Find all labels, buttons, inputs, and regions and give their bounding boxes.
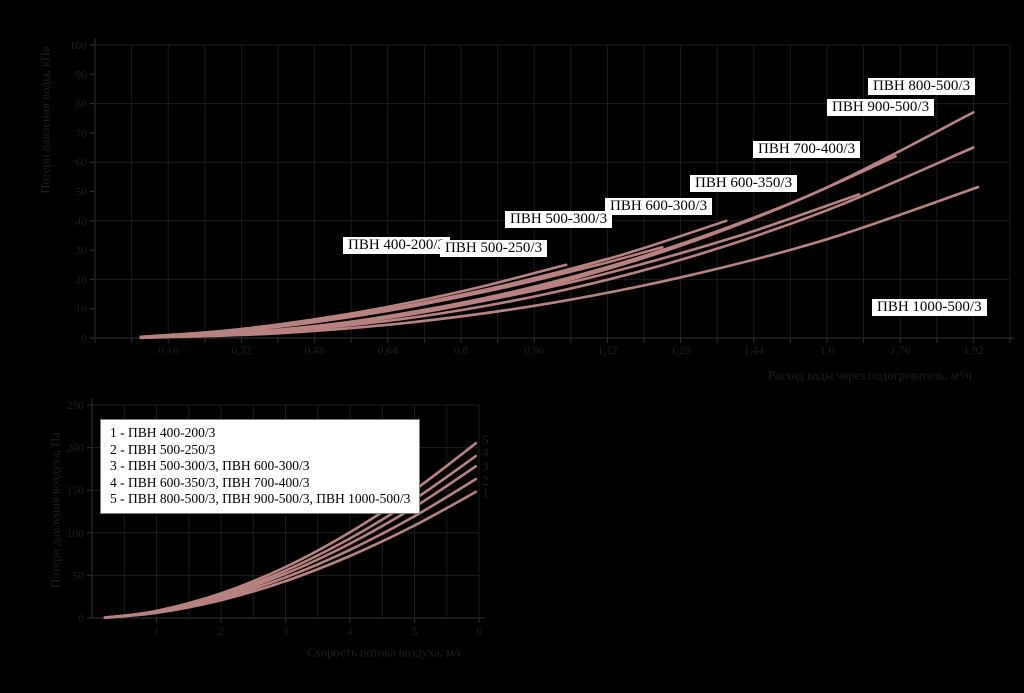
chart2-y-tick-label: 250 <box>67 400 85 412</box>
chart2-curve-number: 2 <box>482 474 488 488</box>
chart1-x-tick-label: 1,28 <box>671 345 691 357</box>
legend-box: 1 - ПВН 400-200/3 2 - ПВН 500-250/3 3 - ПВ… <box>100 419 421 514</box>
chart2-y-tick-label: 150 <box>67 485 85 497</box>
chart2-curve-number: 1 <box>482 487 488 501</box>
chart1-x-tick-label: 0,8 <box>454 345 469 357</box>
chart1-x-tick-label: 0,96 <box>524 345 544 357</box>
chart1-y-tick-label: 0 <box>81 333 87 345</box>
chart1-y-tick-label: 60 <box>76 157 88 169</box>
chart2-y-tick-label: 50 <box>73 570 85 582</box>
chart1-x-tick-label: 1,6 <box>820 345 835 357</box>
legend-row: 2 - ПВН 500-250/3 <box>110 441 216 457</box>
chart1-curve-ПВН 600-300/3 <box>139 219 728 339</box>
chart2-x-tick-label: 4 <box>347 626 353 638</box>
chart2-curve-1 <box>103 490 478 620</box>
chart2-y-axis-label: Потери давления воздуха, Па <box>48 432 63 588</box>
chart1-x-tick-label: 0,32 <box>231 345 251 357</box>
chart1-y-tick-label: 10 <box>76 304 88 316</box>
chart1-y-tick-label: 50 <box>76 187 88 199</box>
chart2-x-tick-label: 3 <box>283 626 289 638</box>
legend-row: 3 - ПВН 500-300/3, ПВН 600-300/3 <box>110 458 310 473</box>
curve-label-box: ПВН 400-200/3 <box>343 237 451 254</box>
curve-label-box: ПВН 500-300/3 <box>505 211 613 228</box>
chart1-y-tick-label: 80 <box>76 99 88 111</box>
chart1-x-tick-label: 1,92 <box>963 345 983 357</box>
chart1-x-tick-label: 0,48 <box>305 345 325 357</box>
curve-label-box: ПВН 700-400/3 <box>753 141 861 158</box>
chart1-y-tick-label: 40 <box>76 216 88 228</box>
chart2-y-tick-label: 0 <box>78 613 84 625</box>
curve-label-box: ПВН 800-500/3 <box>868 78 976 95</box>
chart2-x-tick-label: 2 <box>218 626 224 638</box>
chart1-x-tick-label: 1,76 <box>890 345 910 357</box>
chart1-x-tick-label: 1,44 <box>744 345 764 357</box>
chart2-x-tick-label: 5 <box>412 626 418 638</box>
chart2-y-tick-label: 200 <box>67 443 85 455</box>
chart2-curve-number: 5 <box>482 433 488 447</box>
curve-label-box: ПВН 600-350/3 <box>690 175 798 192</box>
chart2-x-tick-label: 1 <box>154 626 160 638</box>
chart2-curve-number: 4 <box>482 446 489 460</box>
chart1-curve-ПВН 1000-500/3 <box>139 185 980 340</box>
chart1-curve-ПВН 600-350/3 <box>139 193 861 339</box>
curve-label-box: ПВН 900-500/3 <box>827 99 935 116</box>
chart1-y-tick-label: 70 <box>76 128 88 140</box>
chart1-x-tick-label: 1,12 <box>597 345 617 357</box>
chart2-x-tick-label: 6 <box>476 626 482 638</box>
legend-row: 5 - ПВН 800-500/3, ПВН 900-500/3, ПВН 10… <box>110 491 411 506</box>
chart1-y-tick-label: 20 <box>76 274 88 286</box>
legend-row: 4 - ПВН 600-350/3, ПВН 700-400/3 <box>110 474 310 490</box>
chart1-y-tick-label: 90 <box>76 69 88 81</box>
chart1-y-axis-label: Потери давления воды, кПа <box>38 46 53 194</box>
chart2-x-axis-label: Скорость потока воздуха, м/с <box>307 645 463 660</box>
curve-label-box: ПВН 600-300/3 <box>605 198 713 215</box>
chart1-y-tick-label: 100 <box>70 40 88 52</box>
chart2-curve-number: 3 <box>482 459 488 473</box>
curve-label-box: ПВН 500-250/3 <box>440 240 548 257</box>
chart1-x-axis-label: Расход воды через подогреватель, м³/ч <box>767 368 973 383</box>
chart1-curve-ПВН 900-500/3 <box>139 146 975 340</box>
chart2-y-tick-label: 100 <box>67 528 85 540</box>
legend-row: 1 - ПВН 400-200/3 <box>110 425 216 440</box>
chart1-x-tick-label: 0,16 <box>158 345 178 357</box>
chart1-x-tick-label: 0,64 <box>378 345 398 357</box>
curve-label-box: ПВН 1000-500/3 <box>872 299 987 316</box>
chart1-y-tick-label: 30 <box>76 245 88 257</box>
